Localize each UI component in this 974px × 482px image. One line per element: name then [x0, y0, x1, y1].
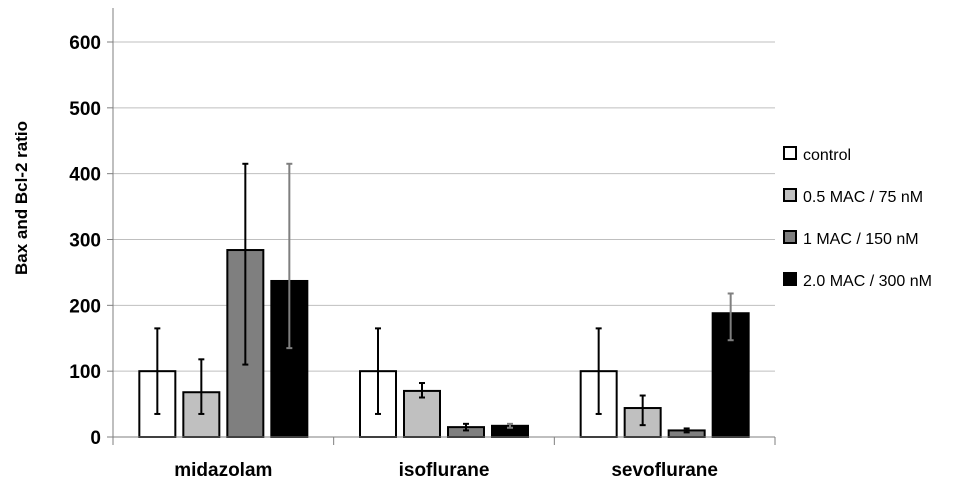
y-tick-label: 300 [69, 231, 101, 252]
y-tick-label: 200 [69, 296, 101, 317]
bars [138, 249, 750, 439]
bar [403, 389, 441, 438]
y-tick-label: 500 [69, 99, 101, 120]
legend-swatch [783, 146, 797, 160]
legend-swatch [783, 272, 797, 286]
y-axis-label: Bax and Bcl-2 ratio [12, 121, 31, 275]
y-tick-label: 0 [90, 428, 101, 449]
x-category-label: isoflurane [399, 460, 490, 481]
legend-label: 0.5 MAC / 75 nM [803, 189, 923, 206]
legend-swatch [783, 230, 797, 244]
x-axis: midazolam isoflurane sevoflurane [112, 436, 776, 481]
x-category-label: midazolam [174, 460, 272, 481]
gridlines [113, 41, 775, 372]
y-axis: 0 100 200 300 400 500 600 [69, 8, 114, 449]
error-bars [154, 162, 734, 434]
legend-label: 2.0 MAC / 300 nM [803, 273, 932, 290]
legend-swatch [783, 188, 797, 202]
y-tick-label: 100 [69, 362, 101, 383]
y-tick-label: 600 [69, 33, 101, 54]
legend-label: control [803, 147, 851, 164]
y-tick-label: 400 [69, 165, 101, 186]
legend-label: 1 MAC / 150 nM [803, 231, 919, 248]
legend: control 0.5 MAC / 75 nM 1 MAC / 150 nM 2.0 … [783, 146, 932, 290]
x-category-label: sevoflurane [611, 460, 718, 481]
